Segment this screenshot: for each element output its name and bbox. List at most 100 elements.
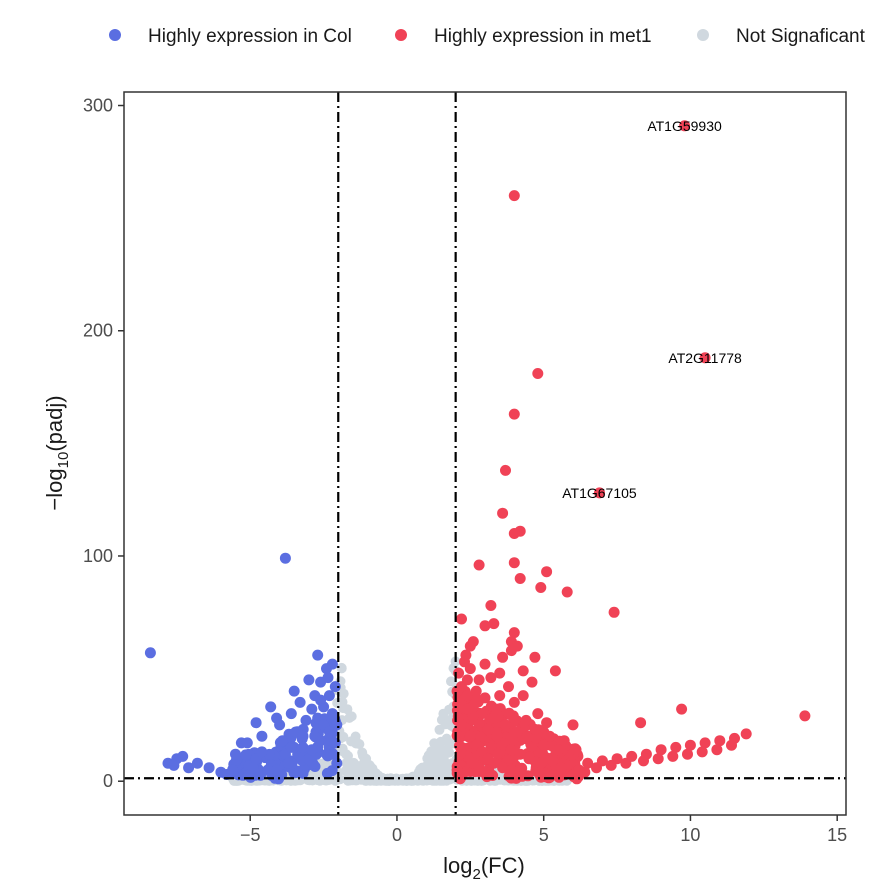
point-col	[306, 744, 318, 756]
legend-label: Highly expression in met1	[434, 26, 652, 47]
point-met1	[605, 759, 617, 771]
x-tick-label: 15	[827, 825, 847, 845]
point-not-significant	[444, 747, 455, 758]
point-not-significant	[336, 663, 347, 674]
point-met1	[464, 663, 476, 675]
point-met1	[579, 766, 591, 778]
point-met1	[799, 710, 811, 722]
point-met1	[517, 665, 529, 677]
point-met1	[549, 665, 561, 677]
point-col	[279, 552, 291, 564]
point-met1	[488, 757, 500, 769]
point-not-significant	[438, 767, 449, 778]
legend-label: Highly expression in Col	[148, 26, 352, 47]
point-met1	[608, 606, 620, 618]
point-met1	[591, 762, 602, 774]
not-significant-points	[228, 656, 572, 786]
point-met1	[505, 764, 517, 776]
point-col	[271, 764, 283, 776]
point-col	[168, 759, 180, 771]
point-met1-filler	[492, 748, 504, 760]
point-col	[323, 690, 335, 702]
point-col	[144, 647, 156, 659]
point-met1	[494, 690, 506, 702]
point-met1	[494, 667, 506, 679]
point-not-significant	[434, 755, 445, 766]
point-met1	[535, 582, 547, 593]
point-col	[303, 674, 315, 686]
point-met1	[635, 717, 647, 729]
point-met1-filler	[475, 731, 487, 743]
y-tick-label: 100	[83, 546, 113, 566]
point-met1	[670, 741, 682, 753]
point-col	[230, 748, 241, 760]
point-met1	[529, 651, 541, 663]
point-met1	[684, 739, 696, 751]
point-met1	[479, 658, 491, 670]
point-met1	[682, 748, 693, 760]
point-met1	[473, 559, 485, 571]
point-not-significant	[354, 739, 365, 750]
point-met1	[541, 566, 553, 578]
point-met1	[529, 723, 541, 735]
point-not-significant	[421, 768, 432, 779]
point-met1	[696, 746, 708, 758]
point-col	[326, 708, 338, 720]
point-col	[315, 694, 327, 706]
point-met1	[511, 726, 523, 738]
x-axis-title: log2(FC)	[443, 853, 525, 883]
point-not-significant	[373, 775, 384, 786]
point-met1	[567, 719, 579, 731]
point-met1	[451, 685, 463, 697]
point-col	[282, 757, 294, 769]
y-tick-label: 200	[83, 321, 113, 341]
point-not-significant	[357, 747, 368, 758]
point-not-significant	[348, 759, 359, 770]
point-col	[250, 717, 262, 729]
point-met1	[460, 649, 472, 661]
point-met1	[552, 744, 564, 756]
point-met1	[485, 600, 497, 611]
point-not-significant	[350, 775, 361, 786]
point-not-significant	[341, 749, 352, 760]
y-tick-label: 300	[83, 96, 113, 116]
point-col	[274, 719, 286, 731]
x-title-main: log	[443, 853, 472, 878]
x-tick-label: 10	[680, 825, 700, 845]
point-met1	[508, 557, 520, 569]
point-not-significant	[355, 767, 366, 778]
point-col	[262, 764, 274, 776]
point-met1	[508, 528, 520, 539]
point-met1	[714, 735, 726, 747]
point-col	[256, 730, 268, 742]
point-not-significant	[338, 688, 349, 699]
point-met1	[676, 703, 688, 715]
x-title-suffix: (FC)	[481, 853, 525, 878]
point-not-significant	[344, 712, 355, 723]
point-col	[294, 696, 306, 708]
point-met1	[538, 739, 550, 751]
point-met1	[555, 762, 567, 774]
point-col	[306, 703, 318, 715]
point-met1	[464, 640, 476, 652]
point-col	[285, 708, 297, 720]
point-met1	[561, 586, 573, 598]
point-met1	[508, 627, 520, 639]
point-met1	[505, 744, 517, 756]
point-met1	[541, 717, 553, 729]
point-met1	[488, 712, 500, 724]
point-met1	[488, 618, 500, 630]
gene-label: AT1G67105	[562, 485, 637, 501]
legend-key	[109, 29, 121, 41]
point-col	[329, 681, 341, 693]
point-col	[331, 757, 343, 769]
point-col	[227, 764, 239, 776]
point-met1	[451, 764, 463, 776]
y-title-prefix: −log	[42, 468, 67, 510]
point-met1	[456, 613, 467, 625]
point-met1	[479, 692, 491, 704]
point-met1	[711, 744, 723, 756]
point-met1	[491, 730, 503, 742]
x-tick-label: −5	[240, 825, 261, 845]
